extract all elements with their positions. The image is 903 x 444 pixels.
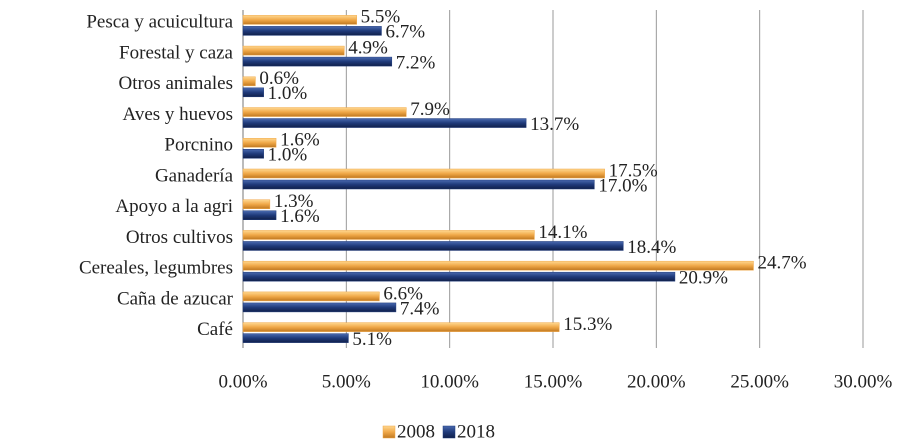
- bar: [242, 138, 277, 148]
- bar: [242, 76, 256, 87]
- data-label: 4.9%: [348, 37, 388, 58]
- data-label: 1.6%: [280, 206, 320, 227]
- bar: [242, 26, 382, 36]
- bar: [242, 322, 560, 332]
- x-tick-label: 5.00%: [322, 371, 371, 392]
- data-label: 1.0%: [268, 83, 308, 104]
- data-label: 1.3%: [274, 191, 314, 212]
- bar: [242, 230, 535, 240]
- data-label: 6.6%: [383, 283, 423, 304]
- data-label: 13.7%: [530, 114, 579, 135]
- x-tick-label: 25.00%: [730, 371, 789, 392]
- bar: [242, 56, 393, 67]
- bar: [242, 291, 380, 302]
- data-label: 17.5%: [609, 160, 658, 181]
- bar: [242, 260, 754, 271]
- data-label: 20.9%: [679, 268, 728, 289]
- data-label: 1.6%: [280, 130, 320, 151]
- bar: [242, 302, 397, 313]
- bar: [242, 168, 605, 179]
- data-label: 14.1%: [538, 222, 587, 243]
- bar: [242, 179, 595, 190]
- legend-swatch: [442, 425, 456, 439]
- y-tick-label: Ganadería: [155, 165, 234, 186]
- legend-label: 2018: [457, 421, 495, 442]
- bar: [242, 333, 349, 343]
- data-label: 6.7%: [385, 22, 425, 43]
- data-label: 7.4%: [400, 298, 440, 319]
- bar: [242, 118, 527, 128]
- data-label: 24.7%: [757, 253, 806, 274]
- data-label: 15.3%: [563, 314, 612, 335]
- bar: [242, 199, 271, 209]
- bar: [242, 149, 264, 159]
- bar: [242, 210, 277, 220]
- bar: [242, 107, 407, 117]
- y-tick-label: Forestal y caza: [119, 42, 234, 63]
- data-label: 7.2%: [396, 52, 436, 73]
- data-label: 7.9%: [410, 99, 450, 120]
- legend-label: 2008: [397, 421, 435, 442]
- bar: [242, 241, 624, 251]
- legend-swatch: [382, 425, 396, 439]
- y-tick-label: Porcnino: [164, 135, 233, 156]
- x-tick-label: 0.00%: [218, 371, 267, 392]
- data-label: 1.0%: [268, 145, 308, 166]
- x-tick-label: 10.00%: [420, 371, 479, 392]
- data-label: 0.6%: [259, 68, 299, 89]
- x-tick-label: 20.00%: [627, 371, 686, 392]
- bar: [242, 87, 264, 98]
- data-label: 18.4%: [627, 237, 676, 258]
- bar: [242, 45, 345, 56]
- x-tick-label: 15.00%: [524, 371, 583, 392]
- y-tick-label: Apoyo a la agri: [115, 196, 233, 217]
- bar: [242, 271, 676, 282]
- bar: [242, 15, 357, 25]
- y-tick-label: Aves y huevos: [123, 104, 233, 125]
- data-label: 5.5%: [361, 7, 401, 28]
- x-tick-label: 30.00%: [834, 371, 893, 392]
- y-tick-label: Cereales, legumbres: [79, 258, 233, 279]
- y-tick-label: Pesca y acuicultura: [86, 12, 233, 33]
- data-label: 17.0%: [598, 175, 647, 196]
- data-label: 5.1%: [352, 329, 392, 350]
- y-tick-label: Café: [197, 319, 233, 340]
- y-tick-label: Otros animales: [118, 73, 233, 94]
- y-tick-label: Otros cultivos: [126, 227, 233, 248]
- y-tick-label: Caña de azucar: [117, 288, 234, 309]
